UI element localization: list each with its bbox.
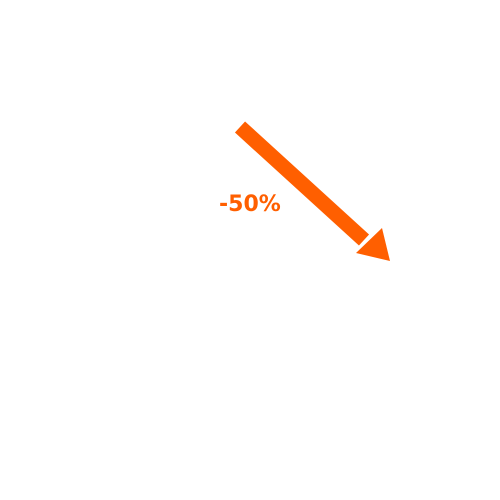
arrow-head xyxy=(356,228,390,261)
percent-change-label: -50% xyxy=(219,192,281,217)
arrow-shaft xyxy=(234,121,370,246)
